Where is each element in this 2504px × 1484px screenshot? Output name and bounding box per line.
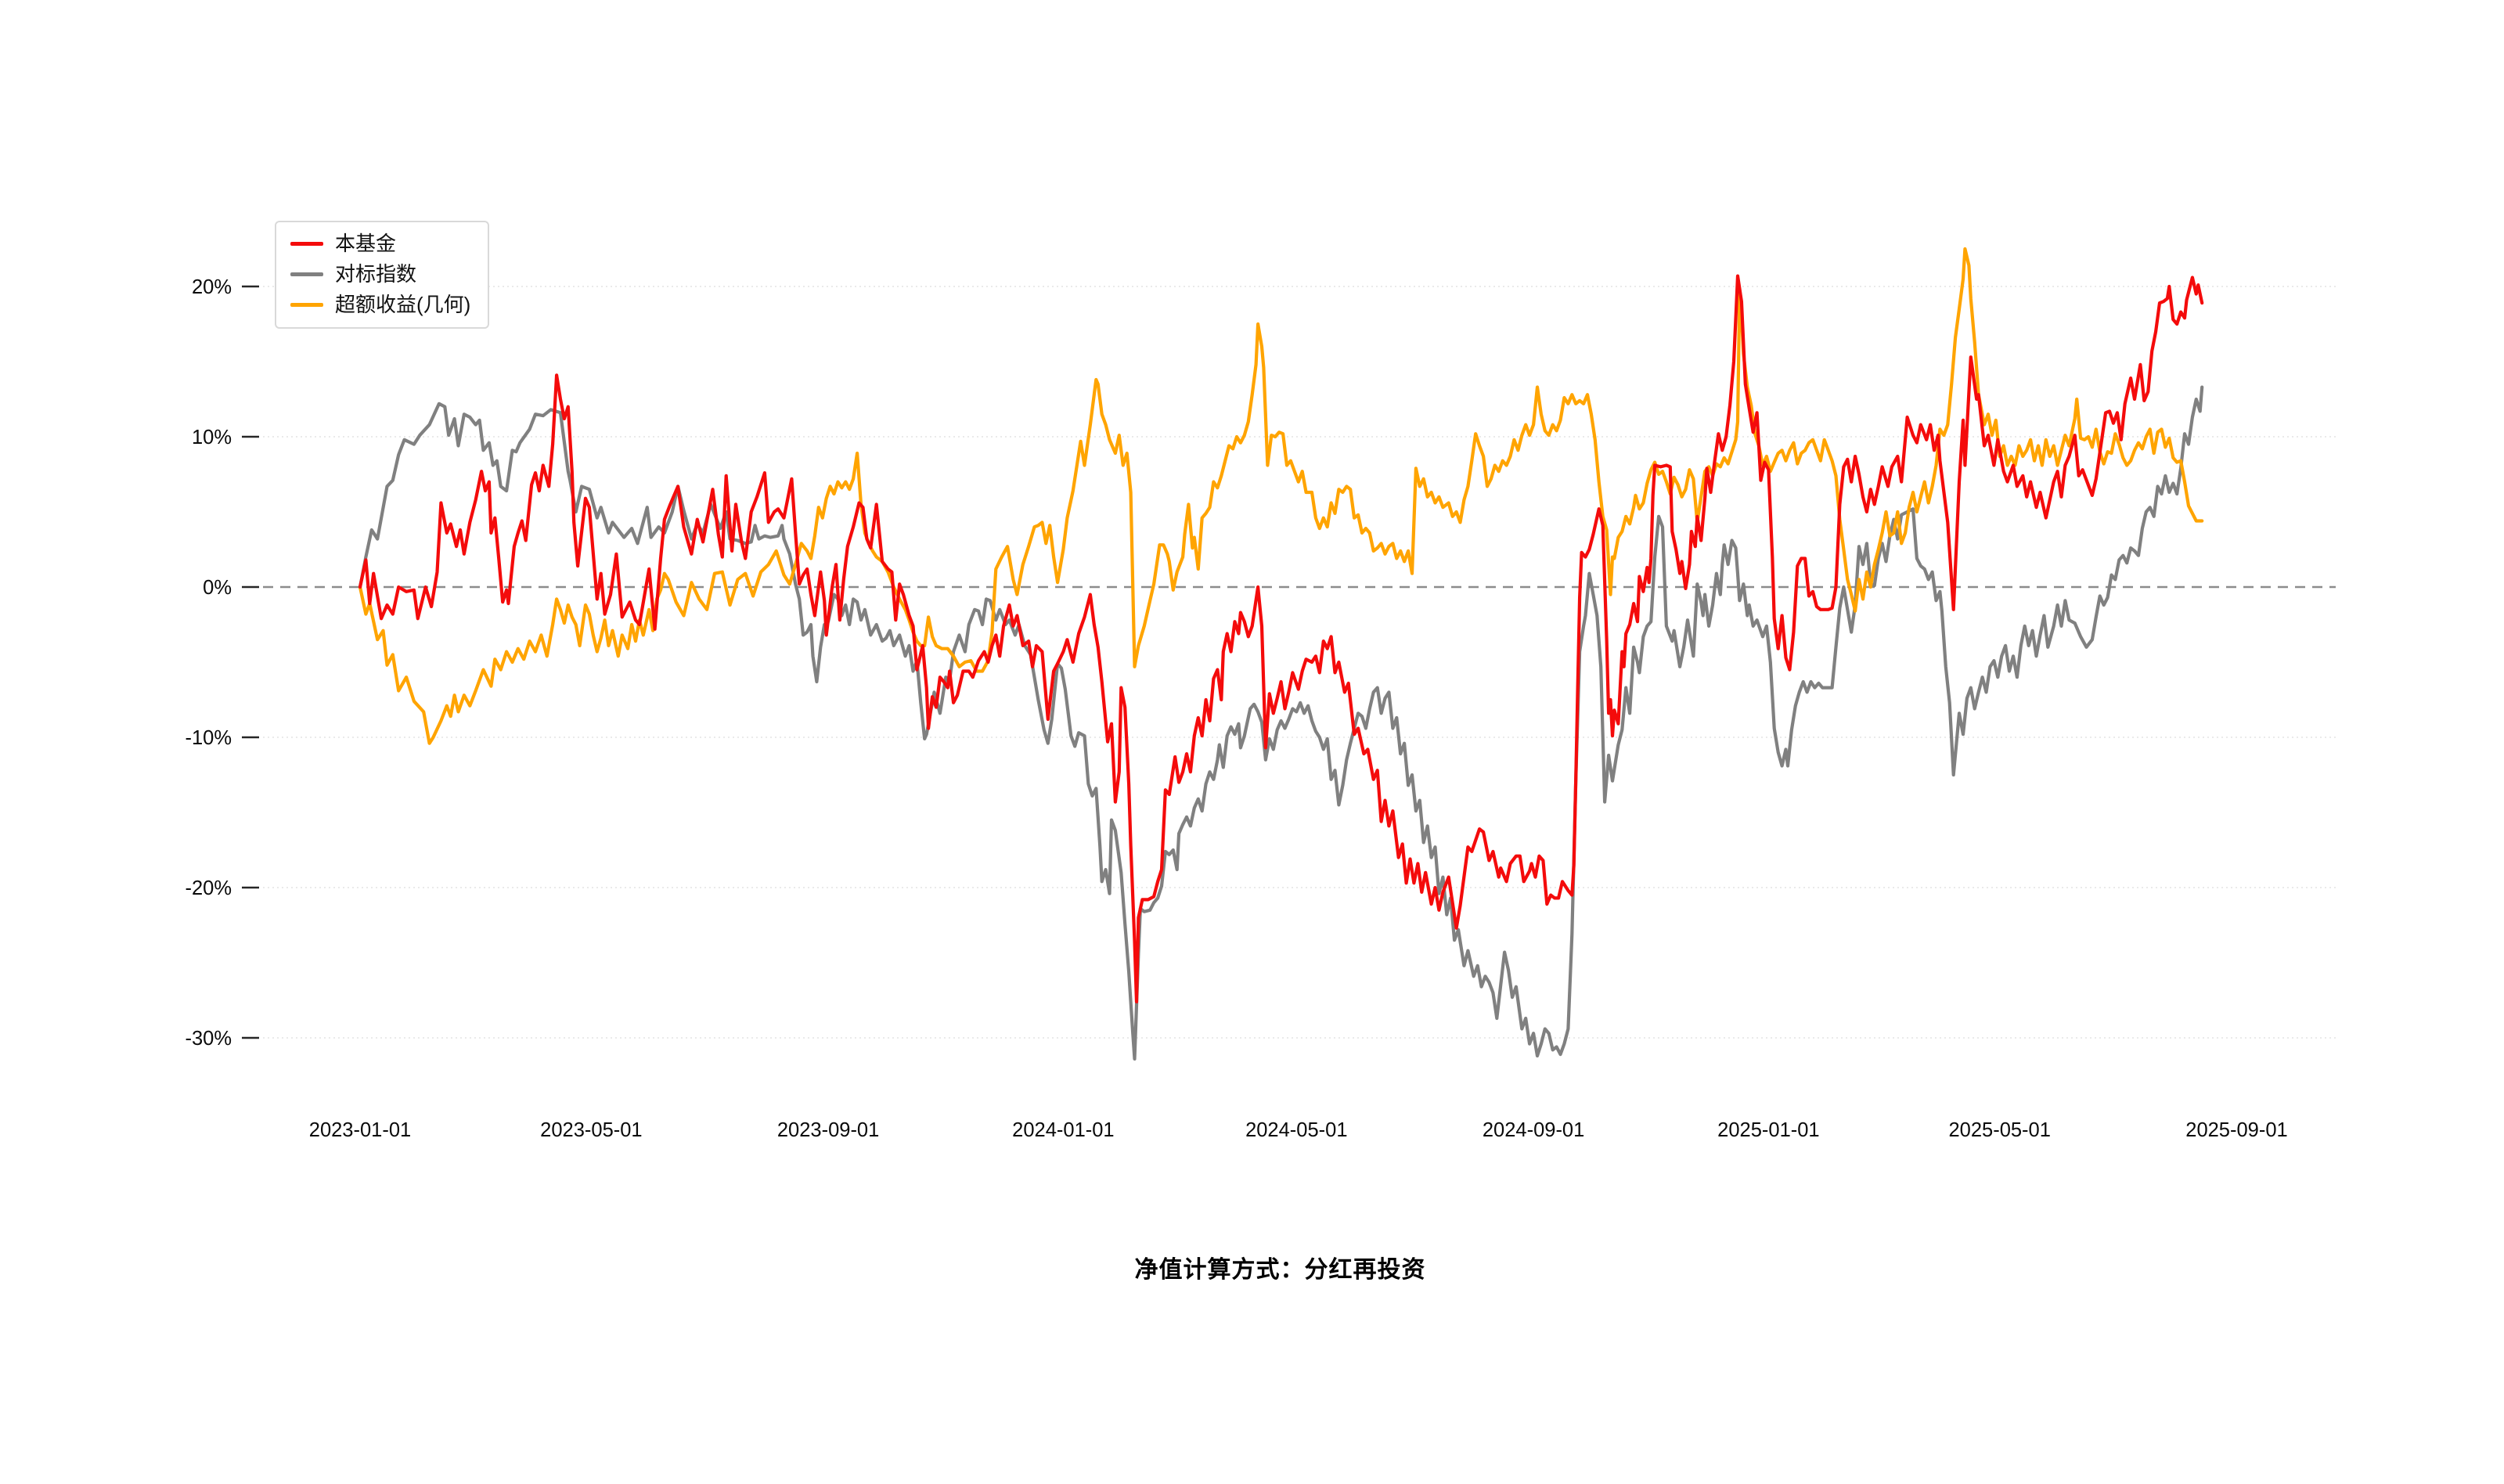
legend-item-excess[interactable]: 超额收益(几何): [290, 292, 471, 317]
x-tick-label: 2023-01-01: [309, 1119, 411, 1141]
y-tick-label: -30%: [185, 1028, 232, 1050]
x-tick-label: 2023-05-01: [540, 1119, 642, 1141]
legend-label-benchmark: 对标指数: [335, 261, 417, 286]
fund-line-swatch-icon: [290, 242, 323, 247]
x-tick-label: 2025-05-01: [1948, 1119, 2050, 1141]
chart-legend: 本基金 对标指数 超额收益(几何): [275, 221, 490, 329]
legend-item-benchmark[interactable]: 对标指数: [290, 261, 470, 286]
y-tick-label: 0%: [203, 577, 232, 599]
x-tick-label: 2024-01-01: [1012, 1119, 1114, 1141]
y-tick-label: -10%: [185, 727, 232, 749]
y-tick-label: 20%: [192, 276, 232, 298]
excess-series-line: [358, 247, 2204, 745]
legend-label-fund: 本基金: [335, 232, 397, 255]
y-tick-label: -20%: [185, 877, 232, 899]
nav-calculation-caption: 净值计算方式：分红再投资: [1134, 1257, 1426, 1283]
x-tick-label: 2025-01-01: [1717, 1119, 1819, 1141]
x-tick-label: 2025-09-01: [2185, 1119, 2287, 1141]
fund-series-line: [358, 274, 2204, 1004]
x-tick-label: 2024-05-01: [1245, 1119, 1347, 1141]
benchmark-series-line: [358, 385, 2204, 1061]
x-tick-label: 2024-09-01: [1483, 1119, 1584, 1141]
legend-item-fund[interactable]: 本基金: [290, 232, 470, 256]
x-tick-label: 2023-09-01: [777, 1119, 879, 1141]
benchmark-line-swatch-icon: [290, 272, 323, 277]
excess-line-swatch-icon: [290, 303, 323, 308]
y-tick-label: 10%: [192, 427, 232, 448]
legend-label-excess: 超额收益(几何): [335, 292, 471, 316]
